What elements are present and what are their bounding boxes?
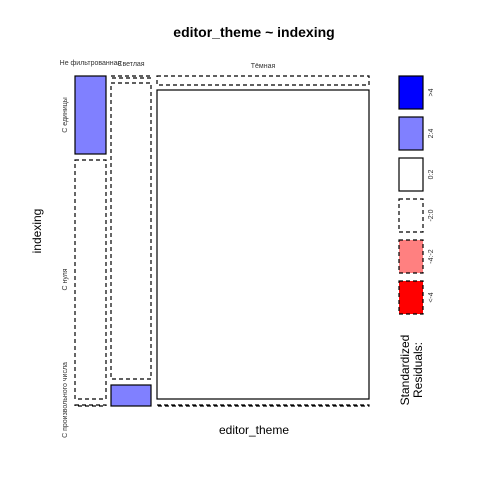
mosaic-cell-светлая-с-произвольного-числа xyxy=(110,384,152,407)
mosaic-cell-тёмная-с-единицы xyxy=(156,75,370,86)
mosaic-cell-светлая-с-нуля xyxy=(110,82,152,380)
legend-label-0-2: 0:2 xyxy=(428,170,435,180)
legend-title-line-1: Standardized xyxy=(398,335,412,406)
mosaic-cells xyxy=(74,75,370,407)
mosaic-cell-светлая-с-единицы xyxy=(110,75,152,79)
col-label-не-фильтрованная: Не фильтрованная xyxy=(60,60,122,67)
row-label-с-единицы: С единицы xyxy=(62,97,69,133)
legend-title-line-2: Residuals: xyxy=(411,342,425,398)
y-axis-title: indexing xyxy=(30,209,44,254)
chart-title: editor_theme ~ indexing xyxy=(173,24,334,40)
mosaic-cell-не-фильтрованная-с-произвольного-числа xyxy=(74,404,107,407)
legend-swatch-4 xyxy=(398,280,424,315)
legend-swatch-0-2 xyxy=(398,157,424,192)
legend-swatch-4 xyxy=(398,75,424,110)
legend-label-2-4: 2:4 xyxy=(428,129,435,139)
residuals-legend: >4 2:4 0:2 -2:0 -4:-2 <-4 Standardized Residual… xyxy=(398,75,435,406)
legend-label-4: <-4 xyxy=(428,292,435,302)
legend-swatch-4-2 xyxy=(398,239,424,274)
row-label-с-нуля: С нуля xyxy=(62,268,69,290)
row-label-с-произвольного-числа: С произвольного числа xyxy=(62,362,69,438)
legend-swatch-2-0 xyxy=(398,198,424,233)
col-label-тёмная: Тёмная xyxy=(251,63,276,70)
mosaic-cell-не-фильтрованная-с-единицы xyxy=(74,75,107,155)
mosaic-cell-не-фильтрованная-с-нуля xyxy=(74,159,107,400)
legend-label-4: >4 xyxy=(428,88,435,96)
mosaic-cell-тёмная-с-нуля xyxy=(156,89,370,400)
legend-label-2-0: -2:0 xyxy=(428,209,435,221)
x-axis-title: editor_theme xyxy=(219,423,289,437)
mosaic-cell-тёмная-с-произвольного-числа xyxy=(156,404,370,407)
legend-label-4-2: -4:-2 xyxy=(428,249,435,264)
legend-swatch-2-4 xyxy=(398,116,424,151)
col-label-светлая: Светлая xyxy=(117,61,144,68)
